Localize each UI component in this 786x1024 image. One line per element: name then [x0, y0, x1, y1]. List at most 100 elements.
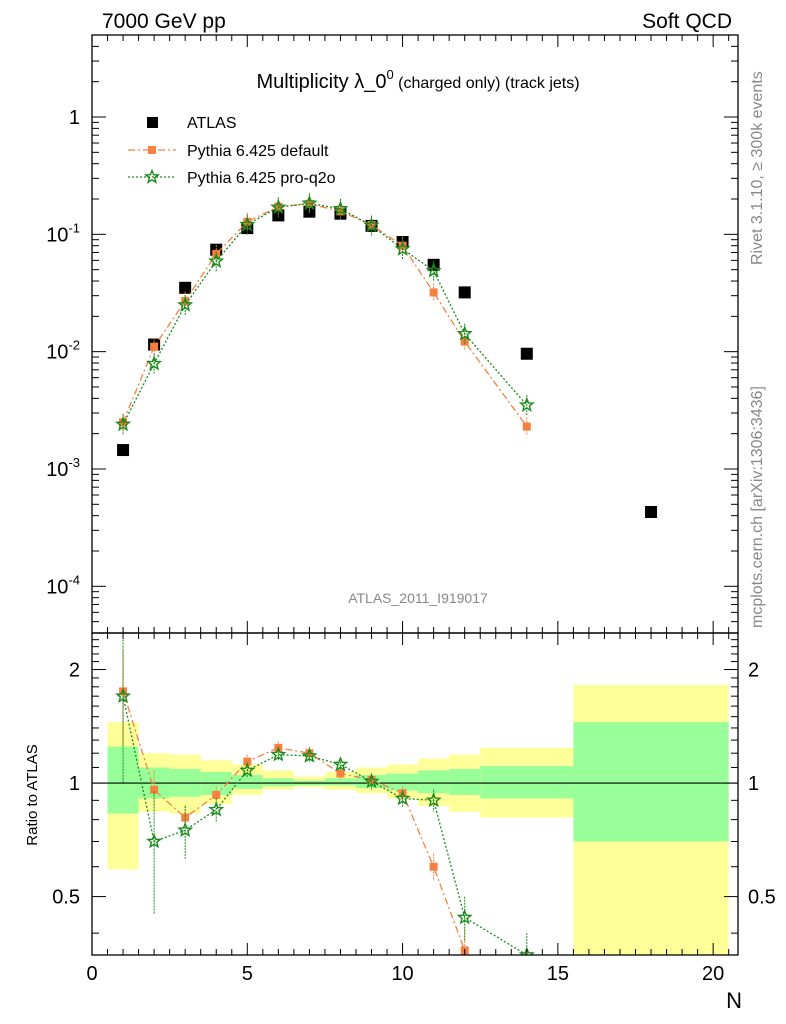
x-axis-label: N	[726, 988, 742, 1013]
x-tick-label-4: 20	[702, 963, 724, 985]
plot-title-sup: 0	[386, 67, 393, 82]
proq2o-point-3	[208, 252, 225, 269]
band-green-10	[418, 770, 450, 794]
legend-marker-proq2o	[143, 168, 161, 184]
proq2o-point-0	[115, 415, 132, 432]
ratio-proq2o-point-11	[456, 909, 473, 925]
ratio-proq2o-point-7	[332, 756, 349, 772]
ratio-y-tick-label-right-1: 1	[748, 773, 759, 795]
default-point-11	[460, 337, 469, 346]
proq2o-point-2	[177, 296, 194, 312]
default-point-10	[429, 288, 438, 297]
legend-label-atlas: ATLAS	[187, 115, 237, 132]
plot-title-suffix: (charged only) (track jets)	[394, 75, 580, 92]
band-green-7	[324, 778, 356, 786]
proq2o-point-5	[270, 198, 287, 215]
ratio-proq2o-point-8	[363, 773, 380, 789]
y-tick-label-base: 10	[46, 224, 68, 246]
proq2o-point-6	[301, 194, 318, 211]
ratio-line-0	[122, 691, 466, 951]
ratio-y-tick-label-right-2: 2	[748, 660, 759, 682]
atlas-point-11	[458, 286, 471, 299]
ratio-y-tick-label-left-1: 1	[69, 773, 80, 795]
ratio-default-point-7	[336, 769, 345, 778]
band-green-4	[231, 775, 263, 789]
y-tick-label-4: 1	[69, 107, 80, 129]
proq2o-point-9	[394, 240, 411, 256]
default-point-12	[522, 422, 531, 431]
x-tick-label-3: 15	[547, 963, 569, 985]
x-tick-label-1: 5	[242, 963, 253, 985]
proq2o-point-12	[518, 396, 535, 412]
proq2o-point-10	[425, 262, 442, 278]
ratio-proq2o-point-5	[270, 746, 287, 762]
band-green-12	[480, 765, 574, 799]
band-green-11	[449, 768, 481, 795]
series-line-1	[122, 203, 528, 427]
ratio-proq2o-point-4	[239, 762, 256, 778]
ratio-y-tick-label-right-0: 0.5	[748, 887, 776, 909]
y-tick-label-0: 10-4	[46, 572, 80, 598]
watermark: ATLAS_2011_I919017	[348, 590, 488, 606]
proq2o-point-7	[332, 200, 349, 216]
ratio-proq2o-point-3	[208, 801, 225, 817]
y-tick-label-3: 10-1	[46, 220, 80, 246]
y-tick-label-exp: -1	[68, 220, 80, 235]
y-tick-label-2: 10-2	[46, 338, 80, 364]
ratio-y-tick-label-left-2: 2	[69, 660, 80, 682]
side-text-top: Rivet 3.1.10, ≥ 300k events	[749, 71, 766, 265]
y-tick-label-base: 10	[46, 342, 68, 364]
y-tick-label-base: 10	[46, 459, 68, 481]
ratio-proq2o-point-12	[518, 946, 535, 955]
proq2o-point-11	[456, 325, 473, 341]
ratio-default-point-2	[181, 813, 190, 822]
ratio-default-point-4	[243, 757, 252, 766]
series-line-2	[122, 202, 528, 425]
main-panel: Multiplicity λ_00 (charged only) (track …	[91, 34, 739, 634]
y-tick-label-exp: -2	[68, 338, 80, 353]
y-tick-label-base: 1	[69, 107, 80, 129]
ratio-panel: Ratio to ATLAS N	[24, 632, 742, 1013]
ratio-proq2o-point-10	[425, 791, 442, 808]
plot-title-main: Multiplicity λ_0	[256, 71, 386, 93]
y-tick-label-1: 10-3	[46, 455, 80, 481]
band-green-0	[107, 746, 139, 814]
header-right: Soft QCD	[642, 10, 732, 33]
proq2o-point-8	[363, 217, 380, 233]
ratio-default-point-6	[305, 749, 314, 758]
plot-title: Multiplicity λ_00 (charged only) (track …	[256, 67, 579, 93]
side-text-bottom: mcplots.cern.ch [arXiv:1306:3436]	[749, 386, 766, 628]
ratio-proq2o-point-0	[115, 687, 132, 703]
y-tick-label-exp: -4	[68, 572, 80, 587]
ratio-proq2o-point-6	[301, 747, 318, 763]
y-tick-label-exp: -3	[68, 455, 80, 470]
atlas-point-12	[520, 347, 533, 360]
proq2o-point-4	[239, 216, 256, 232]
proq2o-point-1	[146, 355, 163, 371]
ratio-frame	[91, 632, 739, 956]
atlas-point-0	[117, 444, 130, 457]
ratio-line-1	[122, 696, 528, 955]
ratio-default-point-1	[150, 785, 159, 794]
x-tick-label-0: 0	[86, 963, 97, 985]
legend-label-proq2o: Pythia 6.425 pro-q2o	[187, 170, 336, 187]
band-green-13	[573, 722, 729, 842]
band-green-5	[262, 778, 294, 787]
y-tick-label-base: 10	[46, 576, 68, 598]
ratio-proq2o-point-9	[394, 790, 411, 806]
header-left: 7000 GeV pp	[102, 10, 226, 33]
ratio-proq2o-point-2	[177, 821, 194, 838]
atlas-point-13	[645, 505, 658, 518]
ratio-default-point-3	[212, 790, 221, 799]
band-green-9	[387, 773, 419, 791]
legend: ATLAS Pythia 6.425 default Pythia 6.425 …	[128, 115, 336, 187]
ratio-y-tick-label-left-0: 0.5	[52, 887, 80, 909]
ratio-proq2o-point-1	[146, 833, 163, 849]
legend-label-default: Pythia 6.425 default	[187, 143, 329, 160]
legend-marker-atlas	[147, 117, 158, 128]
x-tick-label-2: 10	[391, 963, 413, 985]
legend-marker-default	[148, 146, 156, 154]
ratio-ylabel: Ratio to ATLAS	[24, 744, 41, 845]
default-point-1	[150, 342, 159, 351]
